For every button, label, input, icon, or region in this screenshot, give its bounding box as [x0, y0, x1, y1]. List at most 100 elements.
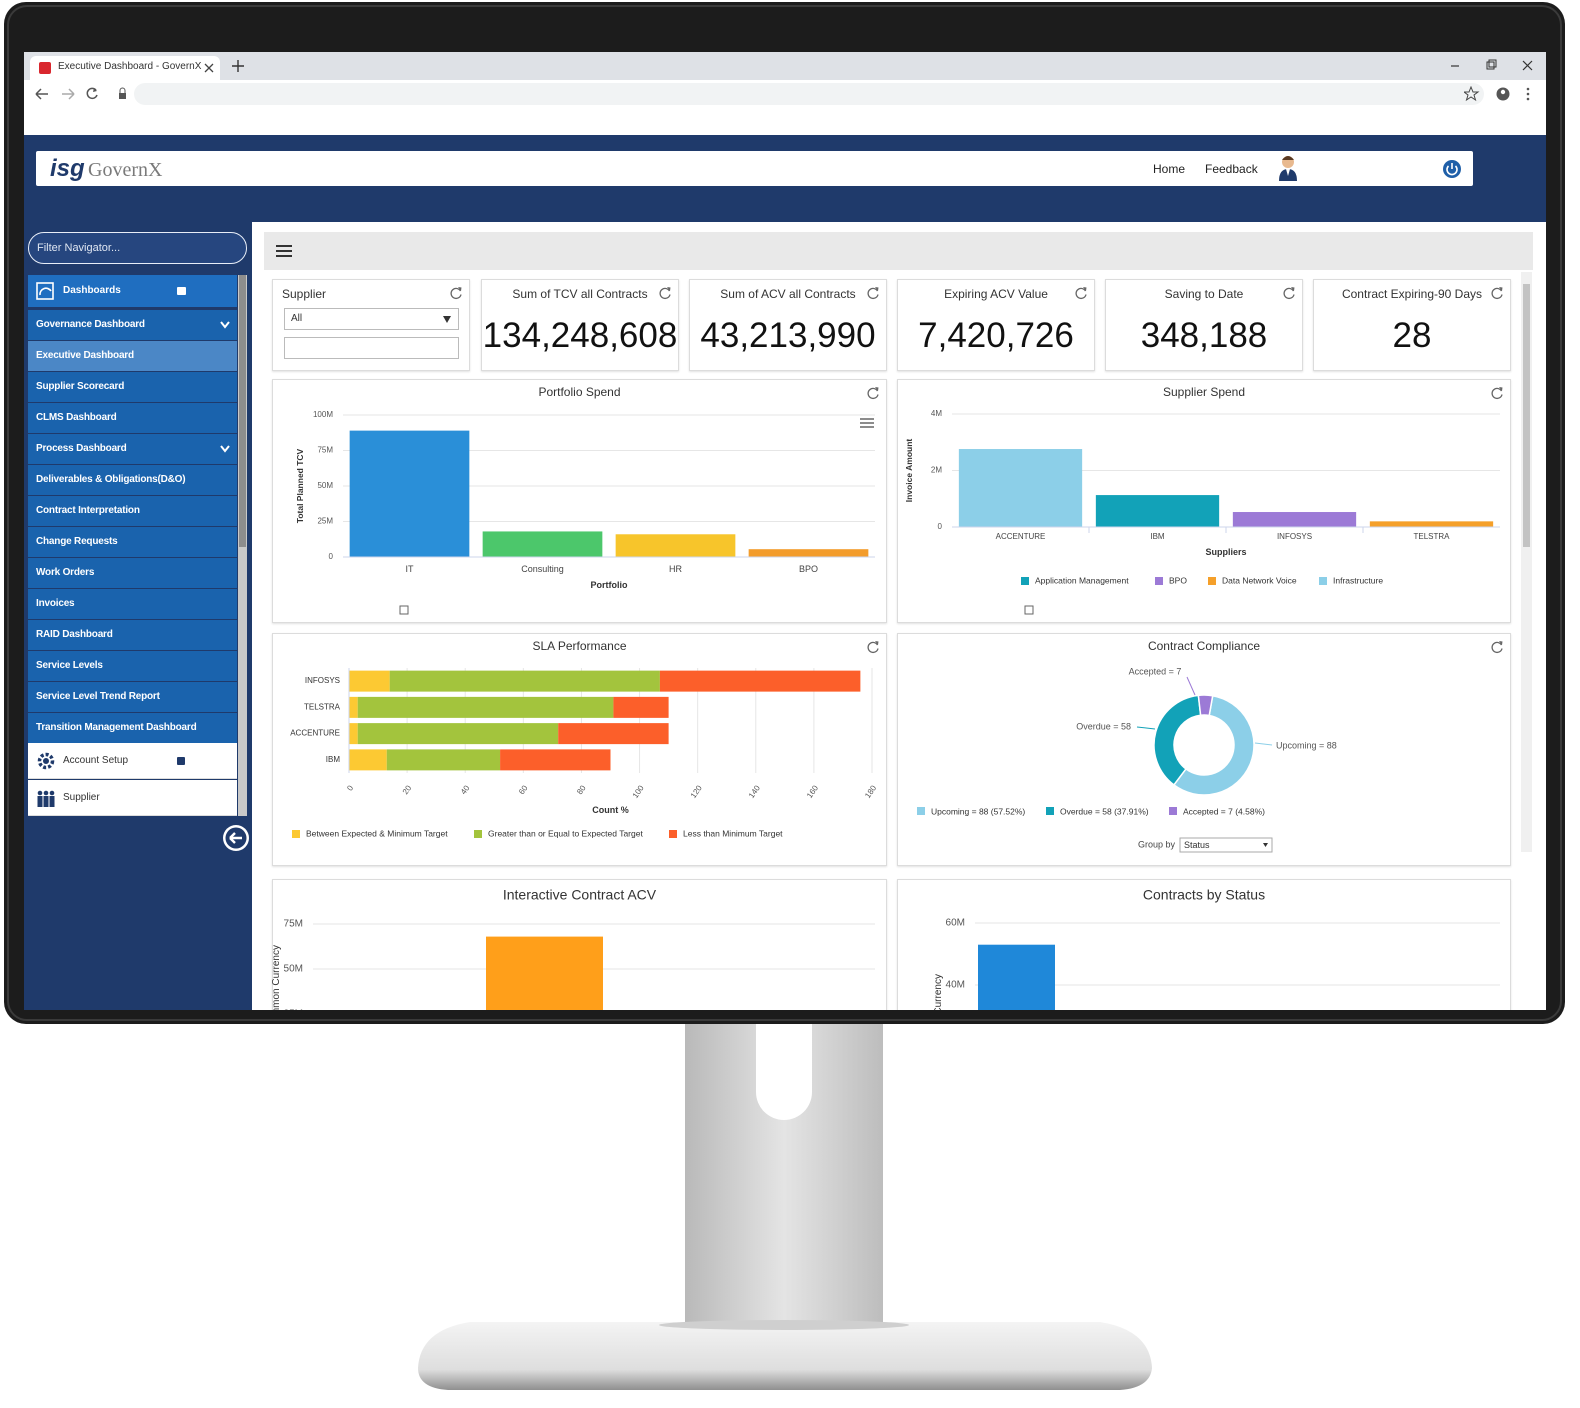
nav-footer-label: Account Setup — [63, 755, 129, 766]
nav-item[interactable]: Work Orders — [28, 558, 237, 588]
chart: Contracts by Status020M40M60MCommon Curr… — [933, 887, 1500, 1010]
nav-item[interactable]: Contract Interpretation — [28, 496, 237, 526]
kpi-card: Saving to Date 348,188 — [1105, 279, 1303, 371]
nav-link[interactable]: Home — [1153, 162, 1186, 176]
legend-swatch — [917, 807, 925, 815]
refresh-button[interactable] — [866, 386, 880, 400]
bar — [748, 549, 869, 557]
expand-section[interactable] — [177, 757, 185, 765]
refresh-button[interactable] — [866, 286, 880, 300]
x-tick-label: 20 — [401, 783, 414, 796]
new-tab[interactable] — [232, 60, 244, 72]
browser-tab[interactable]: Executive Dashboard - GovernX — [30, 56, 220, 80]
refresh-button[interactable] — [1490, 286, 1504, 300]
refresh-button[interactable] — [449, 286, 463, 300]
chart-panel: Portfolio Spend 0 25M 50M 75M 100M Total Plann… — [272, 379, 887, 623]
x-tick-label: 140 — [747, 783, 762, 800]
x-tick-label: 120 — [689, 783, 704, 800]
nav-item[interactable]: Executive Dashboard — [28, 341, 237, 371]
user-avatar[interactable] — [1278, 154, 1298, 182]
favicon — [39, 62, 51, 74]
kpi-card: Contract Expiring-90 Days 28 — [1313, 279, 1511, 371]
nav-link[interactable]: Feedback — [1205, 162, 1258, 176]
x-axis-title: Suppliers — [1205, 547, 1246, 557]
supplier-select[interactable]: All — [284, 308, 459, 330]
y-tick-label: TELSTRA — [304, 702, 341, 711]
kpi-value: 348,188 — [1140, 316, 1268, 355]
chart-panel: Interactive Contract ACV025M50M75MCommon… — [272, 879, 887, 1010]
nav-footer-item[interactable]: Account Setup — [28, 743, 237, 779]
legend-swatch — [1021, 577, 1029, 585]
nav-item[interactable]: Deliverables & Obligations(D&O) — [28, 465, 237, 495]
refresh-button[interactable] — [1490, 640, 1504, 654]
bar — [486, 936, 603, 1010]
refresh-icon — [1491, 641, 1503, 654]
refresh-button[interactable] — [658, 286, 672, 300]
address-bar[interactable] — [134, 83, 1484, 105]
browser-icons[interactable] — [1464, 86, 1534, 102]
nav-item[interactable]: Invoices — [28, 589, 237, 619]
nav-item[interactable]: Service Level Trend Report — [28, 682, 237, 712]
content-toolbar — [264, 232, 1533, 270]
logout-button[interactable] — [1442, 159, 1462, 179]
y-tick-label: 75M — [317, 446, 333, 455]
nav-item[interactable]: Service Levels — [28, 651, 237, 681]
nav-footer-item[interactable]: Supplier — [28, 780, 237, 816]
filter-navigator[interactable]: Filter Navigator... — [28, 232, 247, 264]
nav-item[interactable]: Governance Dashboard — [28, 310, 237, 340]
refresh-button[interactable] — [1074, 286, 1088, 300]
chart-title: SLA Performance — [532, 639, 626, 653]
y-tick-label: 50M — [284, 964, 303, 975]
nav-item[interactable]: CLMS Dashboard — [28, 403, 237, 433]
expand-chevron[interactable] — [220, 445, 230, 453]
expand-chevron[interactable] — [220, 321, 230, 329]
content-scroll-thumb[interactable] — [1523, 284, 1530, 547]
nav-item[interactable]: Supplier Scorecard — [28, 372, 237, 402]
supplier-search[interactable] — [284, 337, 459, 359]
window-controls[interactable] — [1444, 58, 1544, 74]
nav-buttons[interactable] — [32, 86, 142, 102]
refresh-arrow — [1499, 387, 1503, 391]
x-tick-label: IBM — [1150, 532, 1165, 541]
logo-product: GovernX — [88, 159, 163, 181]
data-label: Upcoming = 88 — [1276, 740, 1337, 750]
y-tick-label: 50M — [317, 481, 333, 490]
tab-close[interactable] — [204, 63, 214, 73]
section-icon — [36, 282, 54, 300]
nav-item[interactable]: Change Requests — [28, 527, 237, 557]
donut-slice — [1172, 694, 1255, 796]
kpi-title: Contract Expiring-90 Days — [1341, 287, 1483, 301]
data-label: Overdue = 58 — [1076, 721, 1131, 731]
y-tick-label: 0 — [329, 552, 334, 561]
y-tick-label: 4M — [931, 409, 942, 418]
y-tick-label: 2M — [931, 466, 942, 475]
kpi-title: Sum of ACV all Contracts — [720, 287, 856, 301]
chart-panel: Contract Compliance Upcoming = 88 Overdue … — [897, 633, 1511, 866]
legend-label: Data Network Voice — [1222, 575, 1297, 585]
bar — [482, 531, 603, 557]
refresh-button[interactable] — [866, 640, 880, 654]
x-tick-label: INFOSYS — [1277, 532, 1312, 541]
nav-item[interactable]: RAID Dashboard — [28, 620, 237, 650]
person-head — [37, 790, 43, 796]
refresh-arrow — [1291, 287, 1295, 291]
chart-panel: SLA Performance 0 20 40 60 80 100 120 140 160 180 I… — [272, 633, 887, 866]
refresh-button[interactable] — [1490, 386, 1504, 400]
legend-label: Greater than or Equal to Expected Target — [488, 828, 643, 838]
icon-gauge — [39, 287, 52, 296]
nav-section[interactable]: Dashboards — [28, 275, 237, 307]
refresh-icon — [1491, 287, 1503, 300]
y-tick-label: INFOSYS — [305, 676, 340, 685]
gear — [37, 752, 55, 770]
nav-item[interactable]: Process Dashboard — [28, 434, 237, 464]
donut-slice — [1153, 694, 1202, 786]
x-tick-label: TELSTRA — [1413, 532, 1450, 541]
sidebar-scroll-thumb[interactable] — [239, 275, 246, 547]
nav-item[interactable]: Transition Management Dashboard — [28, 713, 237, 743]
collapse-section[interactable] — [177, 287, 186, 295]
refresh-button[interactable] — [1282, 286, 1296, 300]
select-value: All — [291, 313, 303, 324]
kpi-title: Saving to Date — [1164, 287, 1244, 301]
collapse-sidebar[interactable] — [222, 824, 250, 852]
menu-toggle[interactable] — [276, 244, 292, 258]
